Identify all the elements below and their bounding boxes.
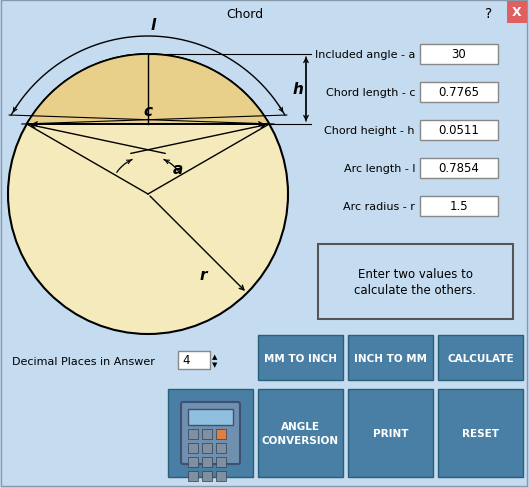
Circle shape (8, 55, 288, 334)
Text: CALCULATE: CALCULATE (447, 353, 514, 363)
Bar (216, 457, 226, 467)
Text: r: r (199, 267, 207, 282)
Bar (420, 197, 498, 217)
Text: 0.0511: 0.0511 (439, 124, 479, 137)
Bar (202, 429, 212, 439)
Text: Included angle - a: Included angle - a (315, 50, 415, 60)
Bar (188, 409, 233, 425)
Bar (202, 471, 212, 481)
Bar (202, 457, 212, 467)
Text: Enter two values to
calculate the others.: Enter two values to calculate the others… (354, 268, 477, 296)
Text: INCH TO MM: INCH TO MM (354, 353, 427, 363)
Bar (348, 335, 433, 380)
Polygon shape (27, 55, 269, 125)
Text: 30: 30 (452, 48, 467, 61)
Text: RESET: RESET (462, 428, 499, 438)
Text: X: X (512, 6, 522, 20)
Bar (258, 389, 343, 477)
Text: PRINT: PRINT (373, 428, 408, 438)
Bar (188, 471, 198, 481)
Text: Decimal Places in Answer: Decimal Places in Answer (12, 356, 155, 366)
Bar (216, 471, 226, 481)
Text: 1.5: 1.5 (450, 200, 468, 213)
Bar (216, 443, 226, 453)
Bar (348, 389, 433, 477)
Text: Arc radius - r: Arc radius - r (343, 202, 415, 212)
Bar (420, 159, 498, 179)
Text: Arc length - l: Arc length - l (343, 163, 415, 174)
Text: a: a (173, 162, 183, 177)
Bar (188, 457, 198, 467)
Text: 0.7765: 0.7765 (439, 86, 479, 99)
Text: MM TO INCH: MM TO INCH (264, 353, 337, 363)
Text: ANGLE
CONVERSION: ANGLE CONVERSION (262, 422, 339, 445)
Bar (188, 443, 198, 453)
Text: 4: 4 (183, 354, 190, 367)
Bar (178, 351, 210, 369)
Text: ▲: ▲ (212, 353, 218, 359)
Bar (438, 335, 523, 380)
Text: Chord length - c: Chord length - c (325, 88, 415, 98)
Text: ?: ? (486, 7, 492, 21)
Bar (420, 83, 498, 103)
Bar (168, 389, 253, 477)
Bar (318, 244, 513, 319)
Text: Chord height - h: Chord height - h (324, 126, 415, 136)
Text: h: h (293, 82, 304, 97)
Bar (188, 429, 198, 439)
Text: l: l (150, 18, 156, 32)
Text: Chord: Chord (226, 7, 263, 20)
Bar (202, 443, 212, 453)
Bar (216, 429, 226, 439)
Bar (507, 2, 527, 24)
Bar (438, 389, 523, 477)
Bar (258, 335, 343, 380)
Text: ▼: ▼ (212, 361, 218, 367)
FancyBboxPatch shape (181, 402, 240, 464)
Text: 0.7854: 0.7854 (439, 162, 479, 175)
Text: c: c (143, 103, 152, 118)
Bar (420, 121, 498, 141)
Bar (420, 45, 498, 65)
